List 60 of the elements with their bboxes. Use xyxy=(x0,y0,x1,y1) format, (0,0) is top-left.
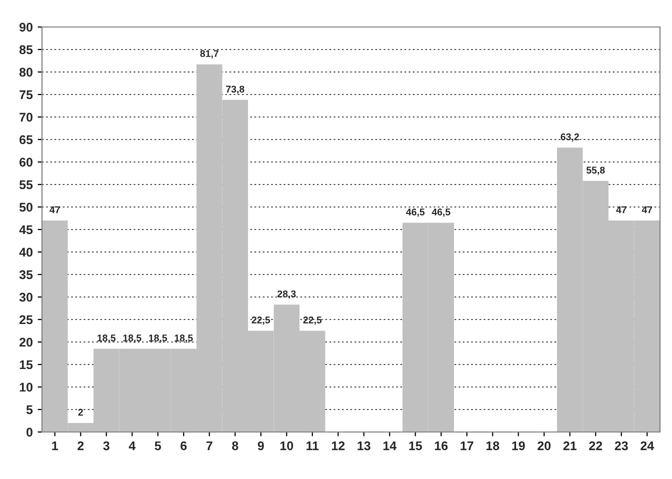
x-tick-label: 22 xyxy=(589,441,602,450)
y-tick-label: 0 xyxy=(26,428,32,437)
x-tick-label: 24 xyxy=(640,441,654,450)
x-tick-label: 9 xyxy=(258,441,264,450)
data-label: 18,5 xyxy=(174,334,193,343)
x-tick-label: 16 xyxy=(434,441,448,450)
y-tick-label: 60 xyxy=(20,158,32,167)
x-tick-label: 13 xyxy=(358,441,370,450)
x-tick-label: 6 xyxy=(180,441,187,450)
x-tick-label: 12 xyxy=(332,441,345,450)
y-tick-label: 5 xyxy=(26,405,33,414)
data-label: 28,3 xyxy=(278,290,296,299)
x-tick-label: 17 xyxy=(460,441,474,450)
data-label: 81,7 xyxy=(200,50,218,58)
y-tick-label: 90 xyxy=(20,22,32,32)
x-tick-label: 5 xyxy=(154,441,162,450)
y-tick-label: 50 xyxy=(19,202,32,212)
y-tick-label: 70 xyxy=(20,112,32,122)
x-tick-label: 15 xyxy=(409,441,422,450)
data-label: 18,5 xyxy=(123,334,142,343)
x-tick-label: 7 xyxy=(206,441,212,450)
y-tick-label: 15 xyxy=(20,360,33,370)
y-tick-label: 55 xyxy=(19,180,33,190)
data-label: 47 xyxy=(50,206,60,214)
y-tick-label: 20 xyxy=(20,338,32,347)
x-tick-label: 20 xyxy=(538,441,551,450)
data-label: 22,5 xyxy=(252,316,270,325)
y-tick-label: 75 xyxy=(20,90,33,100)
data-label: 47 xyxy=(642,206,652,214)
data-label: 18,5 xyxy=(149,334,168,343)
x-tick-label: 1 xyxy=(52,441,58,450)
data-label: 55,8 xyxy=(586,166,605,175)
x-tick-label: 10 xyxy=(280,441,294,450)
data-label: 47 xyxy=(616,206,626,214)
data-label: 46,5 xyxy=(406,208,425,217)
x-tick-label: 11 xyxy=(306,441,319,450)
data-label: 63,2 xyxy=(560,133,579,142)
data-label: 18,5 xyxy=(98,334,116,343)
x-tick-label: 23 xyxy=(614,441,628,450)
data-label: 22,5 xyxy=(303,316,322,325)
y-tick-label: 40 xyxy=(19,248,32,257)
y-tick-label: 45 xyxy=(19,225,33,234)
y-tick-label: 85 xyxy=(19,45,33,54)
x-tick-label: 14 xyxy=(383,441,397,450)
x-tick-label: 19 xyxy=(512,441,525,450)
x-tick-label: 21 xyxy=(563,441,576,450)
y-tick-label: 35 xyxy=(19,270,33,280)
x-tick-label: 4 xyxy=(128,441,136,450)
y-tick-label: 30 xyxy=(19,292,32,302)
data-label: 46,5 xyxy=(432,208,450,217)
x-tick-label: 18 xyxy=(486,441,500,450)
y-tick-label: 80 xyxy=(19,68,32,77)
x-tick-label: 3 xyxy=(103,441,110,450)
data-label: 2 xyxy=(78,408,83,416)
x-tick-label: 8 xyxy=(232,441,238,450)
y-tick-label: 10 xyxy=(20,382,32,392)
data-label: 73,8 xyxy=(226,86,244,94)
x-tick-label: 2 xyxy=(78,441,84,450)
y-tick-label: 65 xyxy=(20,135,33,144)
y-tick-label: 25 xyxy=(20,315,33,324)
